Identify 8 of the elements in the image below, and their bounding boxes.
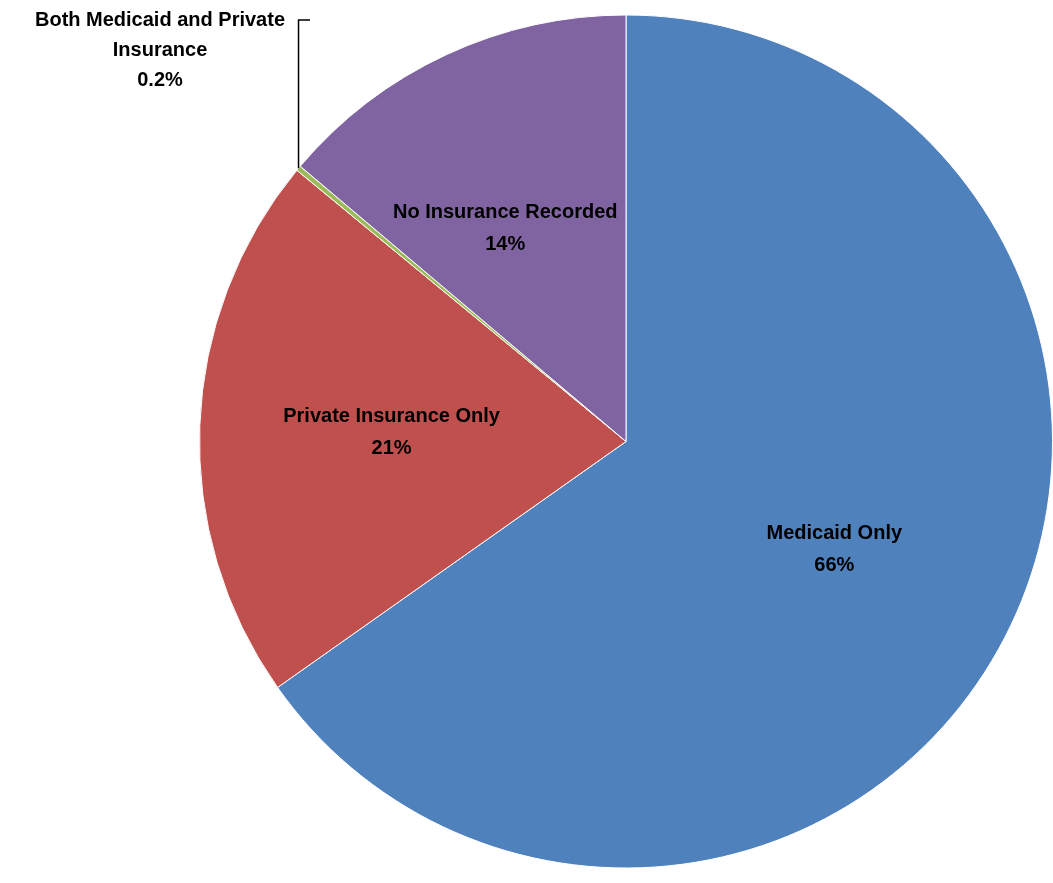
slice-label: Private Insurance Only	[283, 404, 501, 427]
slice-label: Medicaid Only	[766, 520, 903, 543]
data-label: 14%	[485, 232, 526, 255]
slice-label: Both Medicaid and Private Insurance	[34, 7, 286, 60]
data-label: 21%	[371, 436, 412, 459]
data-label: 0.2%	[137, 67, 184, 90]
slice-label: No Insurance Recorded	[392, 200, 618, 223]
data-label: 66%	[814, 552, 855, 575]
